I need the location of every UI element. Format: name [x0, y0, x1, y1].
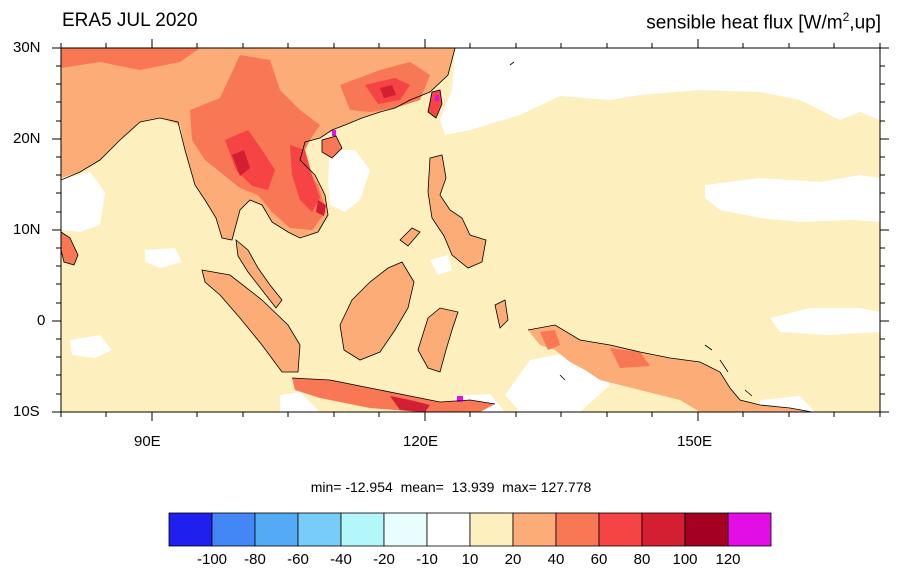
flux-palawan	[400, 228, 420, 246]
colorbar-tick-label: 100	[672, 551, 698, 568]
colorbar-tick-label: -60	[287, 551, 309, 568]
axis-ticks	[52, 39, 889, 421]
colorbar-tick-label: -80	[244, 551, 266, 568]
colorbar-tick-label: 60	[590, 551, 608, 568]
colorbar-swatch	[598, 512, 643, 547]
coastline-halmahera	[494, 299, 509, 329]
colorbar-tick-label: 10	[461, 551, 479, 568]
flux-high-region	[61, 232, 78, 265]
flux-high-region	[190, 55, 326, 230]
colorbar-swatch	[512, 512, 557, 547]
coastline-sulawesi	[417, 307, 459, 373]
flux-low-region	[61, 172, 105, 232]
flux-strong-region	[290, 145, 320, 212]
flux-scattered-hot	[540, 330, 560, 350]
coastline-malay-peninsula	[235, 239, 283, 309]
colorbar-swatch	[383, 512, 428, 547]
coastline-borneo	[339, 261, 415, 361]
lat-label-10n: 10N	[13, 221, 41, 238]
flux-low-region	[145, 248, 182, 268]
colorbar-swatch	[727, 512, 772, 547]
lat-label-10s: 10S	[13, 403, 40, 420]
flux-java	[292, 378, 495, 412]
coastline-java	[291, 377, 496, 405]
stat-max: 127.778	[540, 479, 592, 495]
colorbar-tick-label: 120	[715, 551, 741, 568]
stats-line: min= -12.954 mean= 13.939 max= 127.778	[310, 479, 592, 495]
lon-label-120e: 120E	[403, 433, 439, 450]
flux-strong-region	[225, 130, 275, 190]
lon-label-150e: 150E	[677, 433, 713, 450]
colorbar-swatch	[254, 512, 299, 547]
colorbar-swatch	[426, 512, 471, 547]
flux-low-region	[705, 175, 880, 222]
colorbar-swatch	[469, 512, 514, 547]
flux-low-region	[430, 255, 452, 275]
coastline-islands	[509, 61, 753, 397]
lat-label-30n: 30N	[13, 39, 41, 56]
flux-borneo	[340, 262, 414, 360]
flux-extreme-spot	[332, 130, 336, 136]
colorbar-swatch	[684, 512, 729, 547]
colorbar-tick-label: -20	[373, 551, 395, 568]
plot-title: ERA5 JUL 2020	[62, 10, 198, 31]
colorbar-tick-label: -10	[416, 551, 438, 568]
flux-philippines	[428, 155, 486, 268]
flux-dark-region	[316, 200, 326, 216]
map-field	[61, 48, 880, 412]
flux-new-guinea	[528, 325, 812, 412]
coastline-new-guinea	[527, 324, 813, 412]
colorbar-swatch	[168, 512, 213, 547]
colorbar-swatch	[211, 512, 256, 547]
flux-dark-region	[380, 85, 396, 98]
flux-low-region	[770, 308, 880, 335]
flux-low-region	[440, 48, 880, 135]
colorbar-tick-label: 80	[633, 551, 651, 568]
colorbar-swatch	[555, 512, 600, 547]
lon-label-90e: 90E	[134, 433, 161, 450]
coastline-sri-lanka	[61, 231, 79, 266]
flux-halmahera	[495, 300, 508, 328]
flux-dark-region	[232, 150, 250, 176]
stat-mean: 13.939	[451, 479, 495, 495]
flux-low-region	[280, 392, 320, 412]
colorbar-swatch	[297, 512, 342, 547]
colorbar-tick-label: 40	[547, 551, 565, 568]
coastline-sumatra	[201, 269, 301, 373]
coastline-mainland	[61, 48, 456, 241]
coastline-taiwan	[427, 89, 443, 119]
flux-malay-peninsula	[236, 240, 282, 308]
colorbar-tick-label: -100	[196, 551, 228, 568]
flux-high-region	[61, 48, 200, 70]
colorbar	[168, 512, 772, 547]
flux-sunda-dark	[390, 396, 430, 412]
colorbar-tick-label: 20	[504, 551, 522, 568]
stat-min: -12.954	[345, 479, 393, 495]
coastline-hainan	[321, 135, 343, 159]
lat-label-equator: 0	[37, 312, 46, 329]
coastline-philippines	[427, 154, 487, 269]
variable-title: sensible heat flux [W/m2,up]	[646, 10, 881, 34]
coastlines	[61, 48, 813, 412]
flux-sumatra	[202, 270, 300, 372]
flux-scattered-hot	[610, 348, 650, 368]
colorbar-tick-label: -40	[330, 551, 352, 568]
lat-label-20n: 20N	[13, 130, 41, 147]
colorbar-swatch	[641, 512, 686, 547]
coastline-palawan	[399, 227, 421, 247]
flux-low-region	[70, 335, 112, 358]
flux-sulawesi	[418, 308, 458, 372]
flux-extreme-spot	[435, 95, 439, 101]
flux-low-region	[328, 150, 370, 212]
colorbar-swatch	[340, 512, 385, 547]
